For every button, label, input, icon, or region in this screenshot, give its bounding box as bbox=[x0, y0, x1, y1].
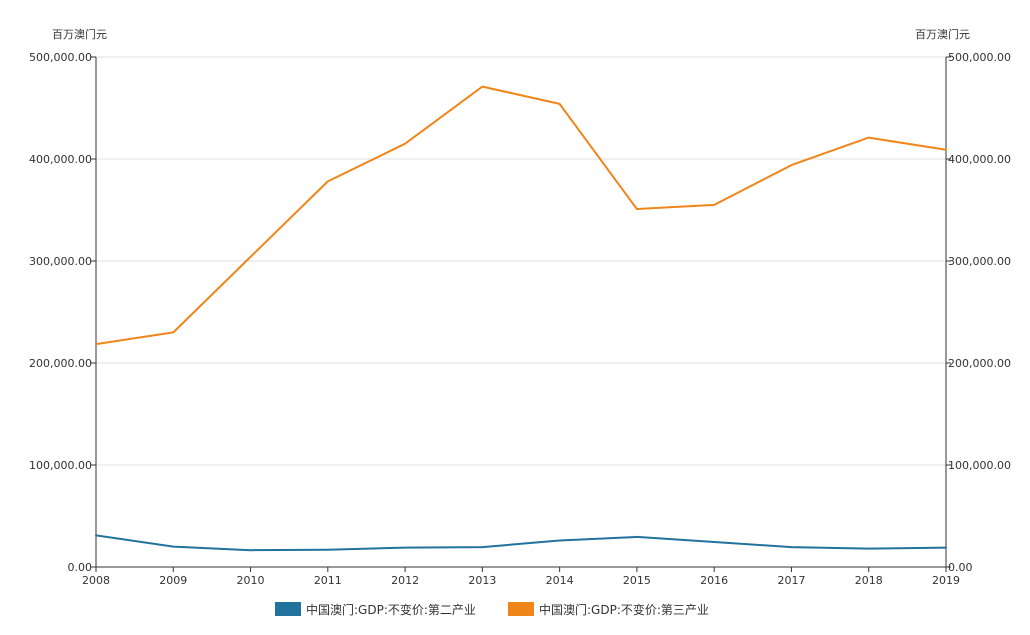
x-tick-label: 2017 bbox=[777, 574, 805, 587]
y-tick-label-right: 0.00 bbox=[948, 561, 973, 574]
legend[interactable]: 中国澳门:GDP:不变价:第二产业 中国澳门:GDP:不变价:第三产业 bbox=[275, 602, 709, 617]
gridlines bbox=[96, 56, 946, 466]
series-lines bbox=[95, 85, 947, 552]
y-tick-label-right: 100,000.00 bbox=[948, 459, 1011, 472]
axes: 百万澳门元 百万澳门元 bbox=[52, 27, 970, 568]
y-tick-label-left: 0.00 bbox=[68, 561, 93, 574]
x-tick-label: 2013 bbox=[468, 574, 496, 587]
y-tick-label-right: 300,000.00 bbox=[948, 255, 1011, 268]
axis-ticks: 0.00 0.00 100,000.00 100,000.00 200,000.00 20… bbox=[29, 51, 1011, 587]
y-tick-label-left: 200,000.00 bbox=[29, 357, 92, 370]
legend-swatch-tertiary[interactable] bbox=[508, 602, 534, 616]
legend-swatch-secondary[interactable] bbox=[275, 602, 301, 616]
y-tick-label-left: 300,000.00 bbox=[29, 255, 92, 268]
right-axis-unit: 百万澳门元 bbox=[915, 27, 970, 41]
x-tick-label: 2010 bbox=[237, 574, 265, 587]
legend-label-tertiary[interactable]: 中国澳门:GDP:不变价:第三产业 bbox=[539, 602, 709, 617]
x-tick-label: 2011 bbox=[314, 574, 342, 587]
x-tick-label: 2016 bbox=[700, 574, 728, 587]
x-tick-label: 2014 bbox=[546, 574, 574, 587]
series-line-2[interactable] bbox=[95, 85, 947, 346]
y-tick-label-right: 400,000.00 bbox=[948, 153, 1011, 166]
y-tick-label-left: 100,000.00 bbox=[29, 459, 92, 472]
legend-label-secondary[interactable]: 中国澳门:GDP:不变价:第二产业 bbox=[306, 602, 476, 617]
y-tick-label-left: 400,000.00 bbox=[29, 153, 92, 166]
series-line-1[interactable] bbox=[95, 534, 947, 552]
y-tick-label-right: 500,000.00 bbox=[948, 51, 1011, 64]
x-tick-label: 2012 bbox=[391, 574, 419, 587]
left-axis-unit: 百万澳门元 bbox=[52, 27, 107, 41]
x-tick-label: 2009 bbox=[159, 574, 187, 587]
y-tick-label-right: 200,000.00 bbox=[948, 357, 1011, 370]
x-tick-label: 2019 bbox=[932, 574, 960, 587]
y-tick-label-left: 500,000.00 bbox=[29, 51, 92, 64]
x-tick-label: 2018 bbox=[855, 574, 883, 587]
x-tick-label: 2015 bbox=[623, 574, 651, 587]
x-tick-label: 2008 bbox=[82, 574, 110, 587]
